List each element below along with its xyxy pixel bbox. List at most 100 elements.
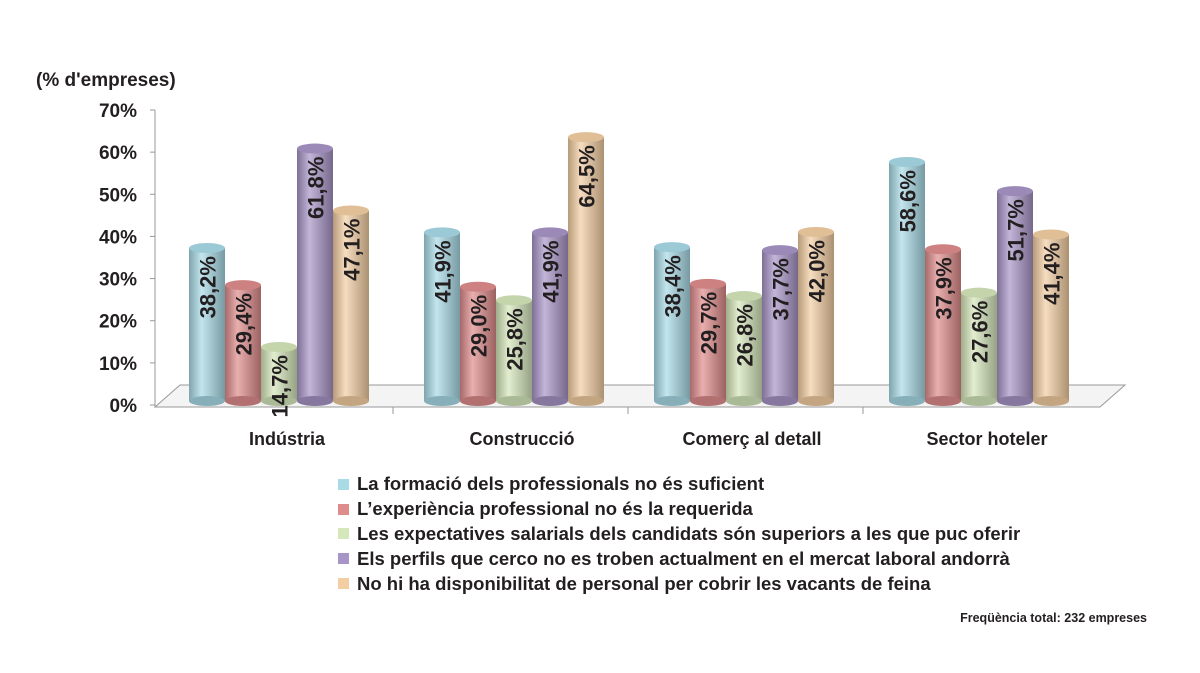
x-tick-label: Indústria (249, 429, 326, 449)
bar-base (961, 396, 997, 406)
data-label: 42,0% (805, 240, 830, 302)
bar-top (654, 242, 690, 253)
bar (333, 210, 369, 401)
bar-base (798, 396, 834, 406)
bar-top (261, 342, 297, 353)
bar-base (297, 396, 333, 406)
bar-top (568, 132, 604, 143)
bar (690, 283, 726, 401)
data-label: 47,1% (340, 219, 365, 281)
y-tick-label: 20% (99, 312, 137, 333)
bar-top (1033, 229, 1069, 240)
y-tick-label: 0% (110, 396, 138, 417)
legend-swatch (338, 503, 349, 515)
data-label: 25,8% (503, 308, 528, 370)
bar (798, 232, 834, 401)
bar (997, 191, 1033, 401)
footnote: Freqüència total: 232 empreses (960, 611, 1147, 625)
legend-swatch (338, 578, 349, 590)
bar-top (460, 281, 496, 292)
data-label: 37,9% (932, 257, 957, 319)
bar-top (225, 280, 261, 291)
bar-base (424, 396, 460, 406)
legend-swatch (338, 553, 349, 565)
bar-top (726, 291, 762, 302)
bar-top (297, 143, 333, 154)
bar (297, 148, 333, 401)
legend-item: Els perfils que cerco no es troben actua… (338, 546, 1020, 571)
bar-base (762, 396, 798, 406)
legend-item: No hi ha disponibilitat de personal per … (338, 571, 1020, 596)
bar-base (889, 396, 925, 406)
bar (925, 249, 961, 401)
bar-top (690, 278, 726, 289)
bar-base (261, 396, 297, 406)
bar (654, 247, 690, 401)
legend-label: La formació dels professionals no és suf… (357, 473, 765, 495)
data-label: 29,7% (697, 292, 722, 354)
x-tick-label: Sector hoteler (926, 429, 1047, 449)
data-label: 41,9% (431, 240, 456, 302)
bar (496, 300, 532, 401)
bar (568, 137, 604, 401)
legend-label: Els perfils que cerco no es troben actua… (357, 547, 1010, 569)
bar (1033, 234, 1069, 401)
bar-base (496, 396, 532, 406)
bar (532, 232, 568, 401)
bar-top (997, 186, 1033, 197)
bar-top (496, 295, 532, 306)
bar (261, 347, 297, 401)
bar-base (189, 396, 225, 406)
y-tick-label: 60% (99, 143, 137, 164)
y-tick-label: 40% (99, 227, 137, 248)
data-label: 26,8% (733, 304, 758, 366)
bar-base (333, 396, 369, 406)
bar-top (762, 245, 798, 256)
y-tick-label: 70% (99, 101, 137, 122)
bar-top (889, 157, 925, 168)
legend-swatch (338, 478, 349, 490)
bar-base (997, 396, 1033, 406)
bar-base (1033, 396, 1069, 406)
legend-item: Les expectatives salarials dels candidat… (338, 522, 1020, 547)
legend-swatch (338, 528, 349, 540)
x-tick-label: Construcció (469, 429, 574, 449)
y-tick-label: 10% (99, 354, 137, 375)
legend-label: No hi ha disponibilitat de personal per … (357, 572, 931, 594)
data-label: 29,4% (232, 293, 257, 355)
legend-item: La formació dels professionals no és suf… (338, 472, 1020, 497)
y-axis-label: (% d'empreses) (36, 70, 176, 91)
bar (460, 286, 496, 401)
bar-top (798, 227, 834, 237)
floor (153, 384, 1127, 408)
bar-base (925, 396, 961, 406)
data-label: 14,7% (268, 355, 293, 417)
y-tick-label: 50% (99, 185, 137, 206)
data-label: 41,9% (539, 240, 564, 302)
data-label: 58,6% (896, 170, 921, 232)
bar-base (690, 396, 726, 406)
bar-top (532, 227, 568, 238)
legend-label: Les expectatives salarials dels candidat… (357, 522, 1021, 544)
bar-top (424, 227, 460, 238)
bar (225, 285, 261, 401)
bar (424, 232, 460, 401)
bar-base (225, 396, 261, 406)
bar-top (925, 244, 961, 255)
data-label: 29,0% (467, 295, 492, 357)
data-label: 51,7% (1004, 199, 1029, 261)
bar-base (532, 396, 568, 406)
x-tick-label: Comerç al detall (682, 429, 821, 449)
bar (762, 250, 798, 401)
legend: La formació dels professionals no és suf… (338, 472, 1020, 596)
bar (726, 296, 762, 401)
bar-base (654, 396, 690, 406)
data-label: 38,2% (196, 256, 221, 318)
y-tick-label: 30% (99, 270, 137, 291)
bar-base (568, 396, 604, 406)
data-label: 64,5% (575, 145, 600, 207)
bar-top (333, 205, 369, 216)
data-label: 38,4% (661, 255, 686, 317)
